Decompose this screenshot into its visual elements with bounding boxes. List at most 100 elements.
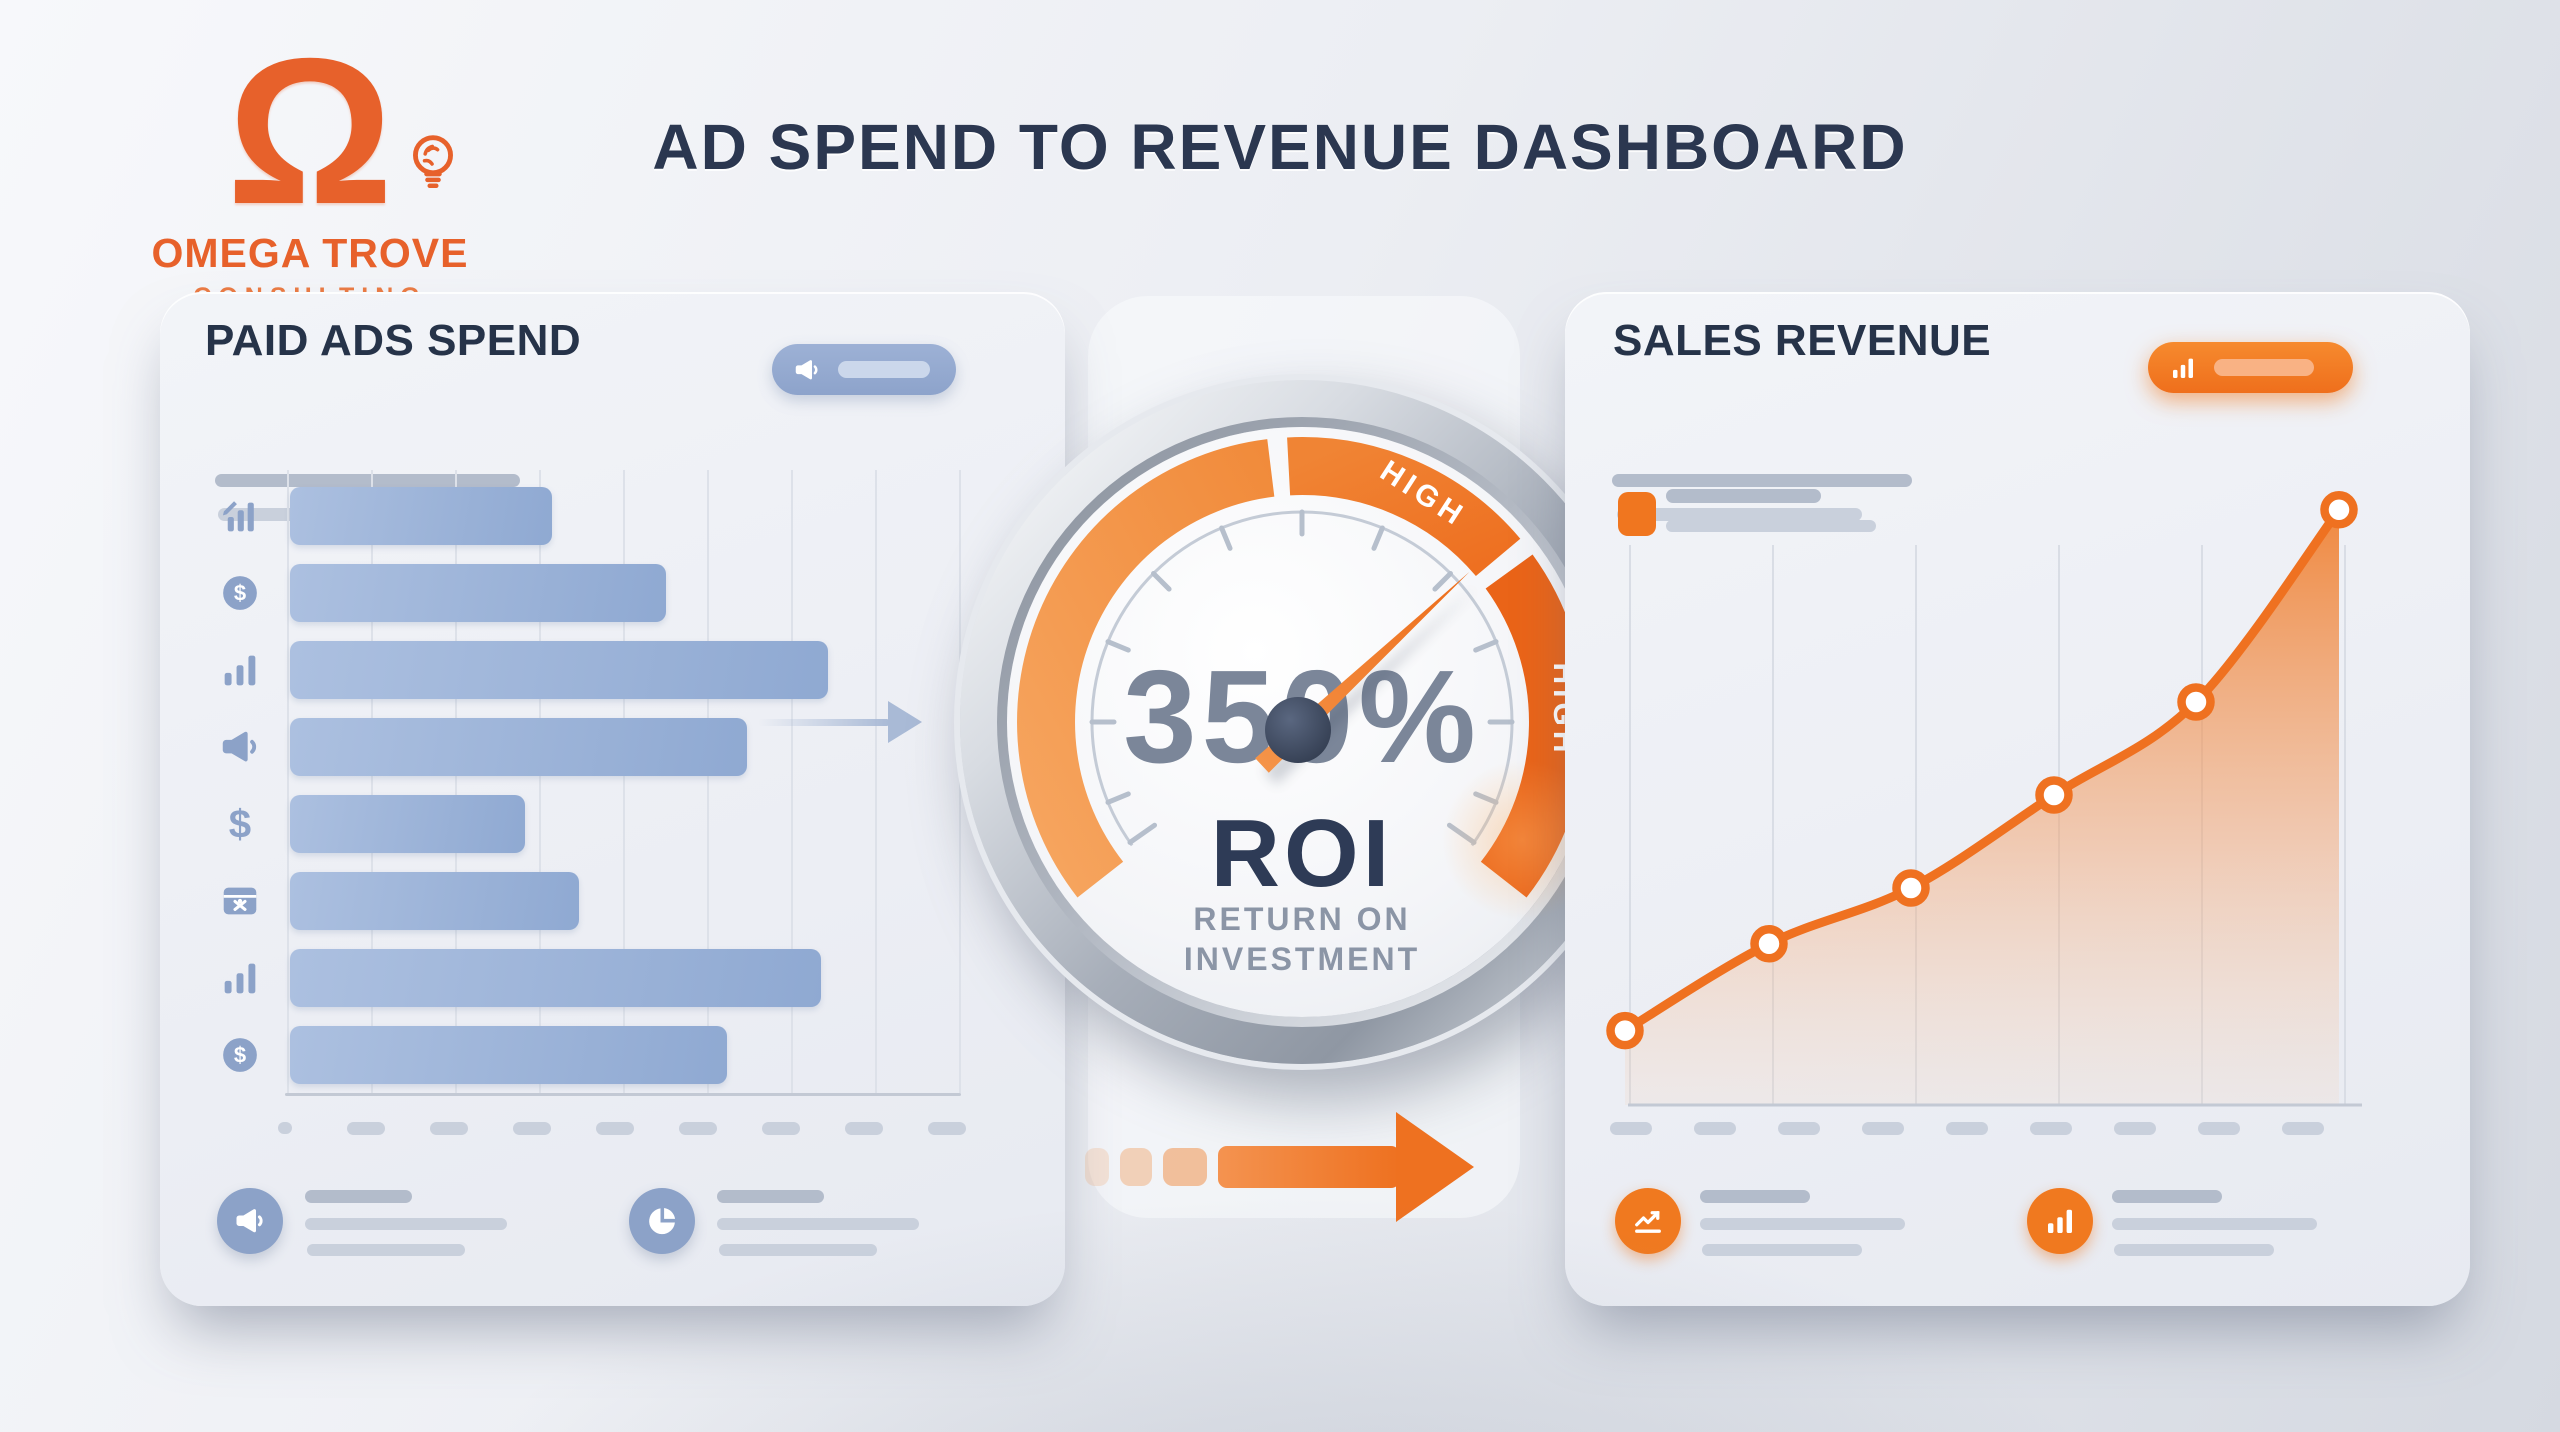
row-icon (211, 487, 269, 545)
flow-arrow-left-icon (758, 719, 890, 726)
placeholder-line (1666, 489, 1821, 503)
placeholder-line (1700, 1190, 1810, 1203)
logo-company-name: OMEGA TROVE (151, 230, 469, 276)
gauge-tick (1151, 571, 1172, 592)
spend-bar (290, 1026, 727, 1084)
gauge-sublabel-1: RETURN ON (1193, 901, 1410, 937)
row-icon (211, 718, 269, 776)
spend-bar (290, 795, 525, 853)
bar-chart-icon (2048, 1209, 2072, 1233)
axis-tick (596, 1122, 634, 1135)
flow-arrow-orange-head-icon (1396, 1112, 1474, 1222)
axis-tick (1778, 1122, 1820, 1135)
gauge-tick (1432, 571, 1453, 592)
left-footer-icon-1 (217, 1188, 283, 1254)
axis-tick (347, 1122, 385, 1135)
gridline (371, 470, 373, 1093)
gridline (287, 470, 289, 1093)
dollar-coin-icon: $ (223, 1038, 257, 1072)
arrow-dash (1085, 1148, 1109, 1186)
arrow-dash (1120, 1148, 1152, 1186)
gauge-ticks (1089, 509, 1515, 845)
gauge-tick (1105, 791, 1131, 805)
gauge-band-left (1017, 439, 1275, 898)
sales-revenue-panel: SALES REVENUE (1565, 292, 2470, 1306)
axis-tick (2198, 1122, 2240, 1135)
left-axis-tick-row (278, 1122, 1018, 1136)
placeholder-line (717, 1190, 824, 1203)
axis-tick (1946, 1122, 1988, 1135)
badge-placeholder (2214, 359, 2314, 376)
left-footer-icon-2 (629, 1188, 695, 1254)
axis-tick (1694, 1122, 1736, 1135)
right-axis-tick-row (1610, 1122, 2370, 1136)
lightbulb-icon (394, 124, 472, 207)
placeholder-line (2112, 1218, 2317, 1230)
gauge-label: ROI (1211, 800, 1394, 907)
right-footer-icon-2 (2027, 1188, 2093, 1254)
axis-tick (679, 1122, 717, 1135)
axis-tick (2030, 1122, 2072, 1135)
placeholder-line (1612, 474, 1912, 487)
sales-revenue-area-chart (1606, 491, 2362, 1107)
bar-chart-icon (2173, 358, 2193, 378)
gridline (539, 470, 541, 1093)
revenue-badge-button[interactable] (2148, 342, 2353, 393)
placeholder-line (305, 1218, 507, 1230)
chart-growth-icon (222, 501, 254, 532)
placeholder-line (305, 1190, 412, 1203)
data-point-marker (1750, 925, 1788, 963)
svg-text:$: $ (234, 581, 246, 606)
right-footer-icon-1 (1615, 1188, 1681, 1254)
axis-tick (1862, 1122, 1904, 1135)
data-point-marker (2177, 683, 2215, 721)
ad-card-icon (223, 887, 257, 915)
paid-ads-bar-chart: $ $ $ (222, 470, 961, 1096)
axis-tick (1610, 1122, 1652, 1135)
megaphone-icon (222, 731, 257, 762)
left-panel-title: PAID ADS SPEND (205, 316, 582, 365)
dollar-sign-icon: $ (229, 801, 251, 846)
row-icon: $ (211, 1026, 269, 1084)
arrow-dash (1163, 1148, 1207, 1186)
omega-logo-icon: Ω (226, 16, 394, 248)
placeholder-line (719, 1244, 877, 1256)
placeholder-line (2112, 1190, 2222, 1203)
row-icon (211, 949, 269, 1007)
page-title: AD SPEND TO REVENUE DASHBOARD (652, 111, 1908, 183)
spend-bar (290, 718, 747, 776)
gauge-tick (1371, 525, 1385, 551)
gridline (623, 470, 625, 1093)
data-point-marker (2035, 776, 2073, 814)
data-point-marker (2320, 491, 2358, 529)
needle-hub (1265, 697, 1331, 763)
badge-placeholder (838, 361, 930, 378)
axis-tick (928, 1122, 966, 1135)
trend-up-icon (1635, 1211, 1661, 1233)
spend-bar (290, 641, 828, 699)
gridline (875, 470, 877, 1093)
axis-tick (513, 1122, 551, 1135)
ads-badge-button[interactable] (772, 344, 956, 395)
axis-tick (2282, 1122, 2324, 1135)
gauge-sublabel-2: INVESTMENT (1184, 941, 1420, 977)
gauge-tick (1105, 639, 1131, 653)
axis-tick (430, 1122, 468, 1135)
row-icon (211, 641, 269, 699)
gridline (455, 470, 457, 1093)
placeholder-line (1666, 520, 1876, 532)
gauge-tick (1219, 525, 1233, 551)
pie-chart-icon (649, 1207, 676, 1235)
svg-text:$: $ (229, 801, 251, 846)
spend-bar (290, 564, 666, 622)
series-legend-chip (1618, 492, 1656, 536)
gauge-tick (1473, 639, 1499, 653)
placeholder-line (2114, 1244, 2274, 1256)
axis-tick (2114, 1122, 2156, 1135)
axis-tick (845, 1122, 883, 1135)
bar-chart-icon (224, 963, 256, 994)
gridline (707, 470, 709, 1093)
gauge-tick (1127, 822, 1158, 845)
placeholder-line (1700, 1218, 1905, 1230)
